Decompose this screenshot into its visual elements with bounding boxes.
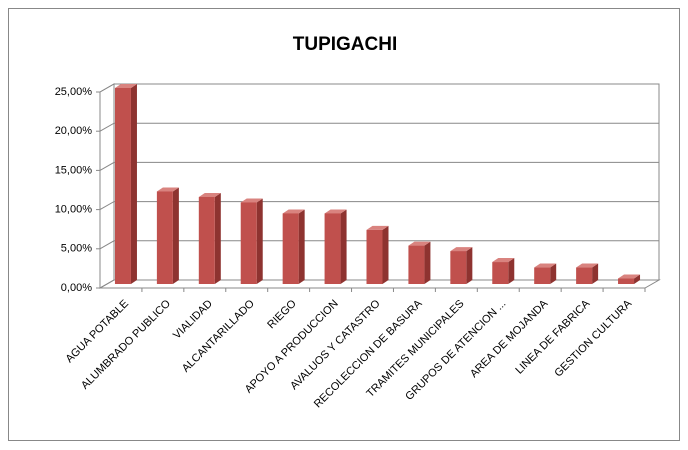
bar-side (634, 274, 641, 284)
bar-side (298, 209, 305, 284)
grid-line (99, 161, 659, 171)
grid-line (99, 122, 659, 132)
bar (156, 191, 173, 284)
bar-side (382, 225, 389, 284)
bar (534, 267, 551, 284)
bar (618, 278, 635, 284)
bar-side (256, 198, 263, 284)
bar-top (198, 192, 221, 197)
bar-side (130, 84, 137, 284)
bar-top (534, 263, 557, 268)
grid-line (99, 83, 659, 93)
bar (114, 88, 131, 284)
bar-side (214, 192, 221, 284)
bar (576, 267, 593, 284)
bar-top (408, 241, 431, 246)
y-tick-label: 10,00% (55, 204, 93, 216)
bar-top (282, 209, 305, 214)
bar (366, 229, 383, 284)
bar (282, 213, 299, 284)
grid-line (99, 279, 659, 289)
bar-top (366, 225, 389, 230)
bar-side (340, 209, 347, 284)
y-tick-label: 20,00% (55, 125, 93, 137)
y-tick-label: 0,00% (61, 282, 92, 294)
bar-side (592, 263, 599, 284)
grid-line (99, 240, 659, 250)
bar-side (508, 258, 515, 284)
bar (450, 251, 467, 284)
bar-top (156, 187, 179, 192)
bar (408, 245, 425, 284)
bar-side (424, 241, 431, 284)
grid-line (99, 201, 659, 211)
bar-top (492, 258, 515, 263)
bar-top (618, 274, 641, 279)
y-tick-label: 25,00% (55, 86, 93, 98)
bar (240, 202, 257, 284)
bar (492, 262, 509, 284)
y-tick-label: 15,00% (55, 164, 93, 176)
bar-top (114, 84, 137, 88)
bar-side (550, 263, 557, 284)
bar-side (466, 247, 473, 284)
bar-top (324, 209, 347, 214)
bar-side (172, 187, 179, 284)
bar (324, 213, 341, 284)
bar-top (240, 198, 263, 203)
bar (198, 196, 215, 284)
bar-top (576, 263, 599, 268)
bar-top (450, 247, 473, 252)
chart-title: TUPIGACHI (293, 34, 398, 55)
y-tick-label: 5,00% (61, 243, 92, 255)
